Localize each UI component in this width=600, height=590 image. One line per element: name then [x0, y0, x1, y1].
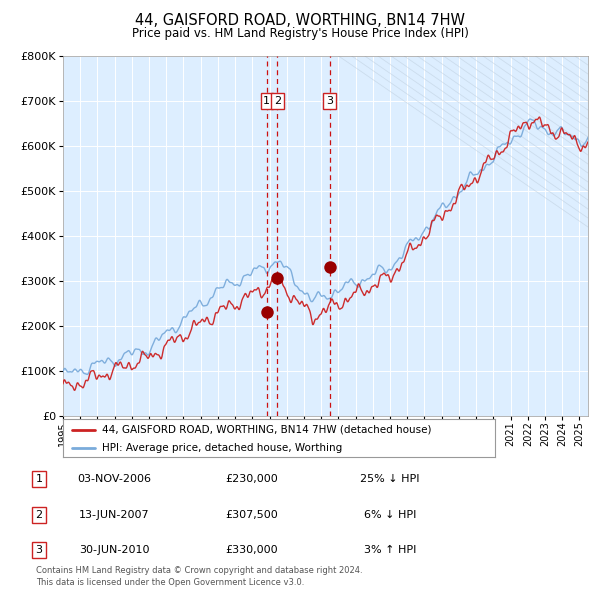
Text: 44, GAISFORD ROAD, WORTHING, BN14 7HW (detached house): 44, GAISFORD ROAD, WORTHING, BN14 7HW (d…: [102, 425, 431, 435]
Text: Price paid vs. HM Land Registry's House Price Index (HPI): Price paid vs. HM Land Registry's House …: [131, 27, 469, 40]
Text: 1: 1: [35, 474, 43, 484]
Text: 3: 3: [35, 545, 43, 555]
Text: 44, GAISFORD ROAD, WORTHING, BN14 7HW: 44, GAISFORD ROAD, WORTHING, BN14 7HW: [135, 13, 465, 28]
Text: £230,000: £230,000: [226, 474, 278, 484]
Text: 03-NOV-2006: 03-NOV-2006: [77, 474, 151, 484]
Text: 3: 3: [326, 96, 333, 106]
Text: 3% ↑ HPI: 3% ↑ HPI: [364, 545, 416, 555]
Text: 13-JUN-2007: 13-JUN-2007: [79, 510, 149, 520]
Text: £307,500: £307,500: [226, 510, 278, 520]
Text: HPI: Average price, detached house, Worthing: HPI: Average price, detached house, Wort…: [102, 442, 342, 453]
Text: 1: 1: [263, 96, 271, 106]
Text: 30-JUN-2010: 30-JUN-2010: [79, 545, 149, 555]
Text: Contains HM Land Registry data © Crown copyright and database right 2024.
This d: Contains HM Land Registry data © Crown c…: [36, 566, 362, 587]
Text: 25% ↓ HPI: 25% ↓ HPI: [360, 474, 420, 484]
Text: 2: 2: [274, 96, 281, 106]
Text: £330,000: £330,000: [226, 545, 278, 555]
Text: 6% ↓ HPI: 6% ↓ HPI: [364, 510, 416, 520]
Text: 2: 2: [35, 510, 43, 520]
